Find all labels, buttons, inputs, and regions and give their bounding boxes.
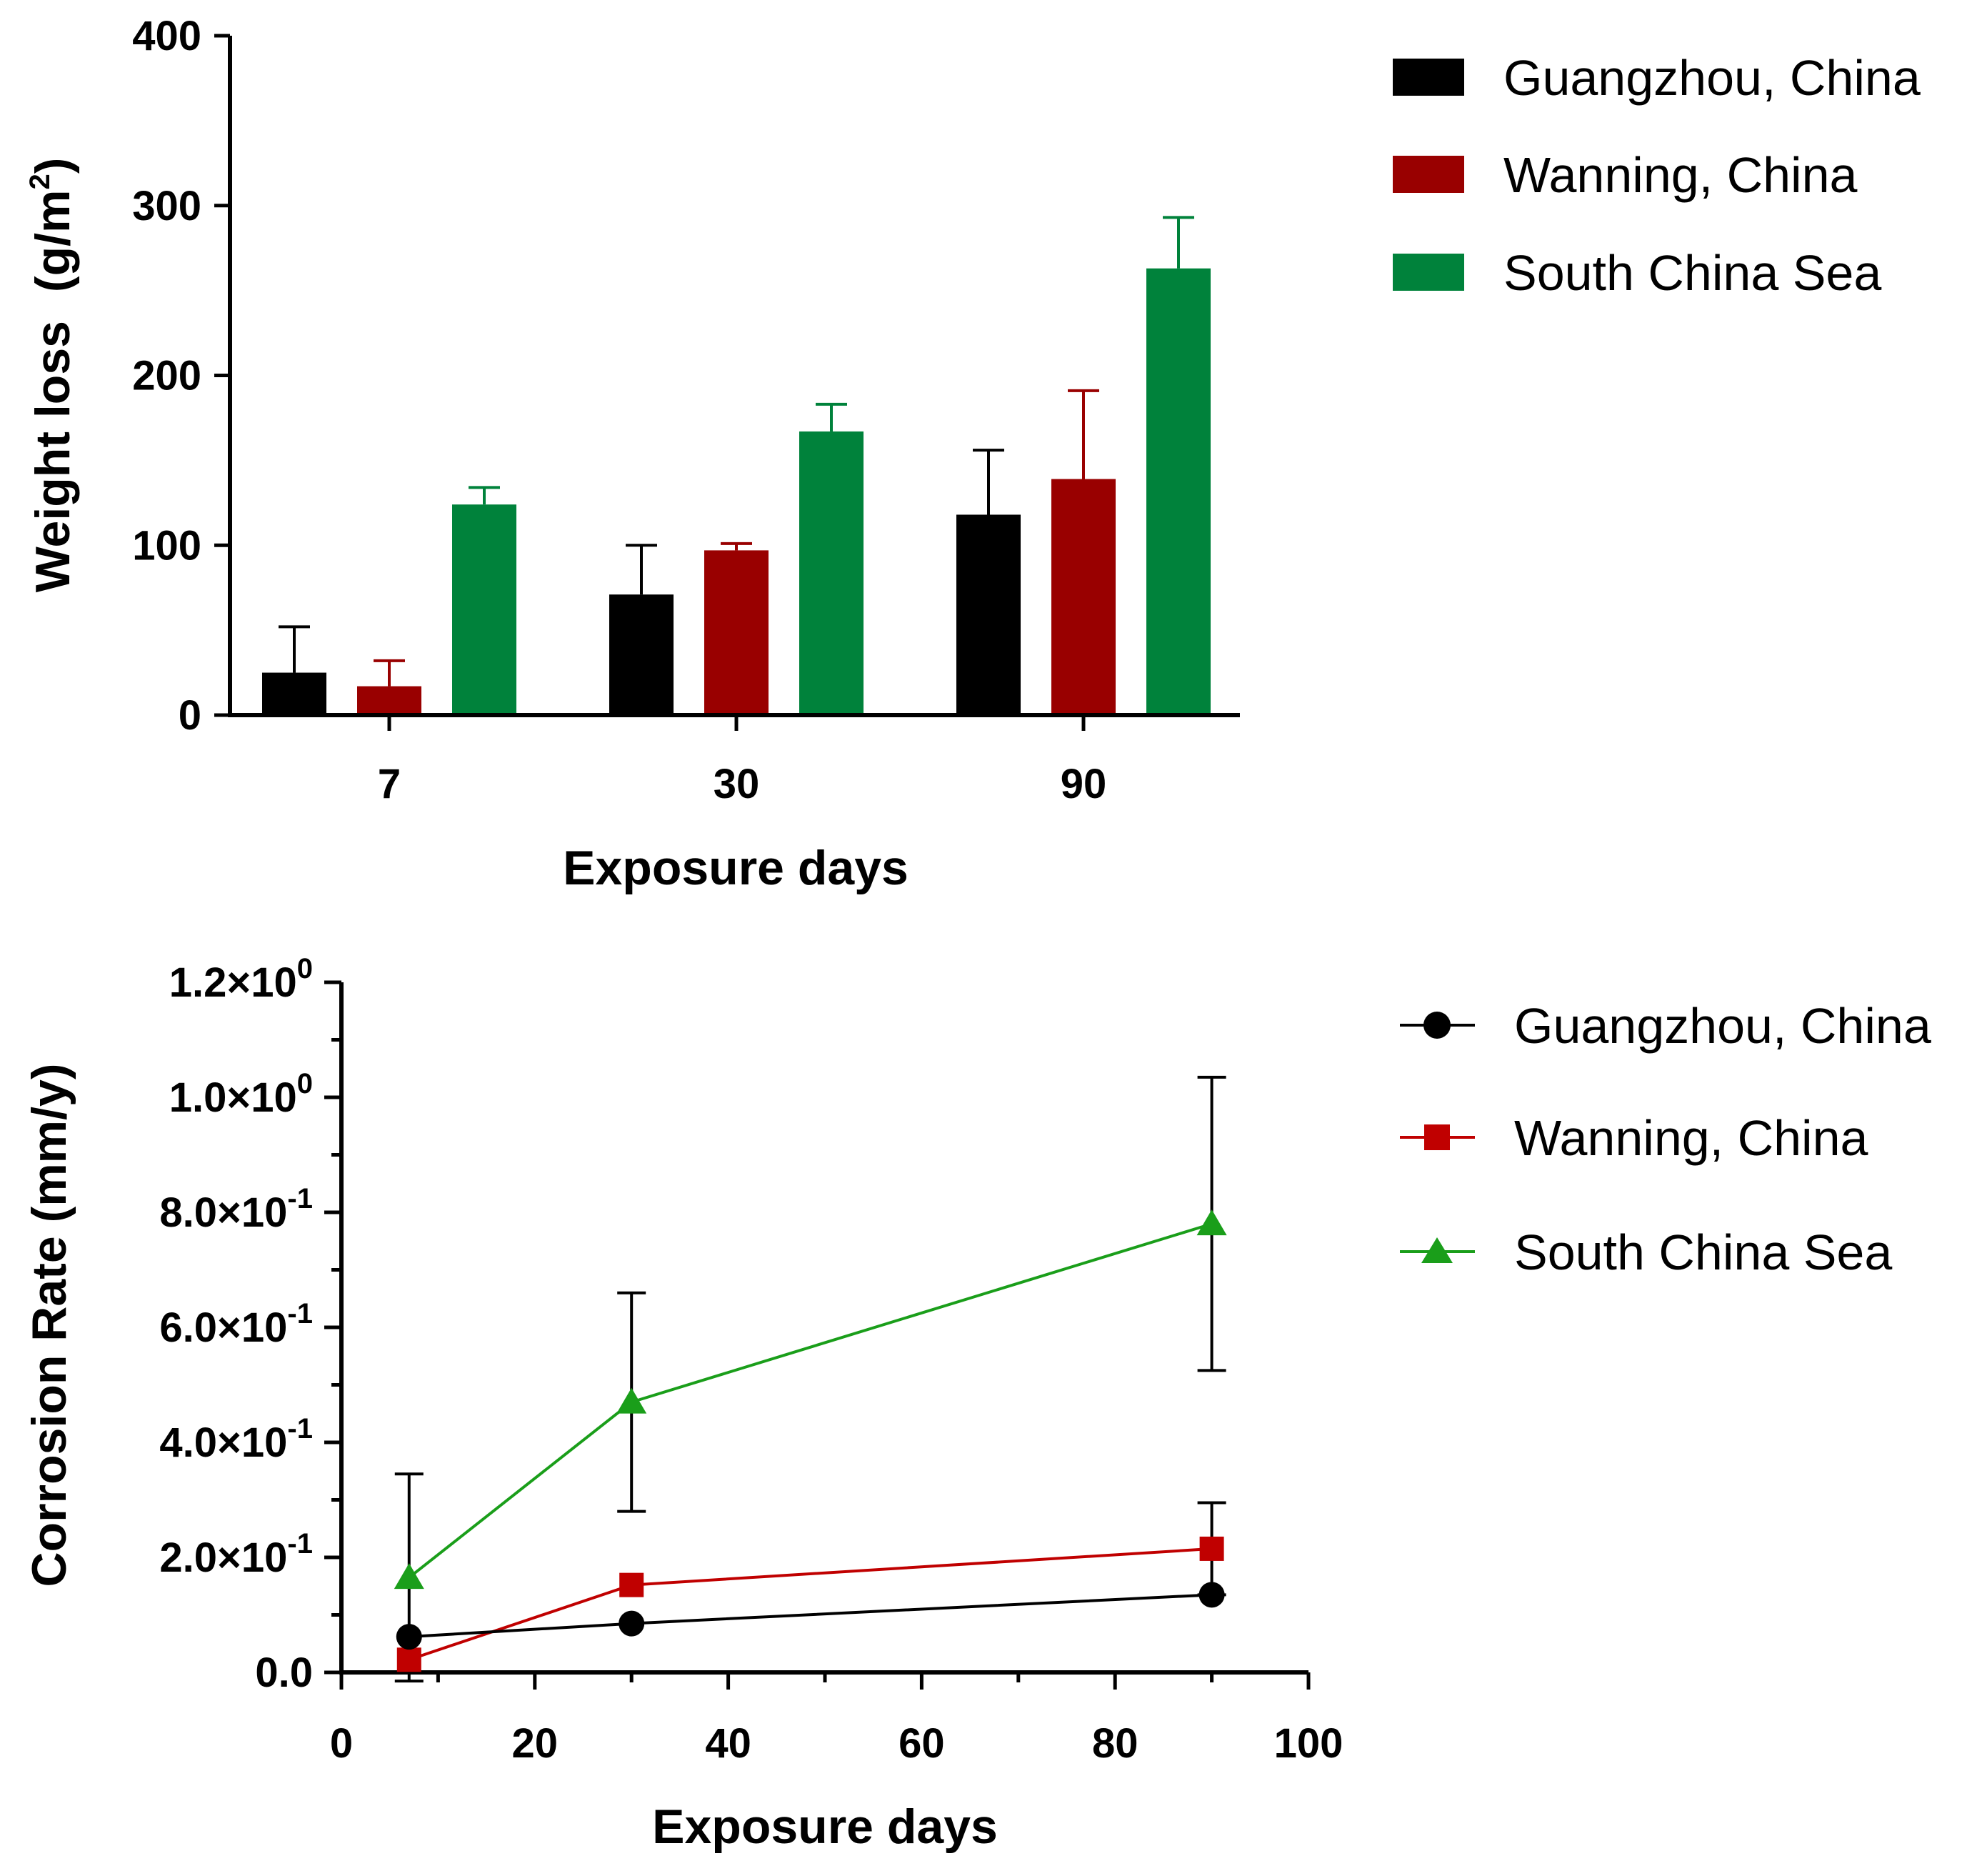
legend-label: South China Sea [1514,1224,1892,1280]
legend-item-south-china-sea: South China Sea [1400,1224,1892,1280]
circle-marker-icon [1423,1012,1451,1039]
y-tick-label: 0.0 [255,1650,313,1696]
data-point [1196,1209,1227,1236]
data-point [619,1572,644,1597]
series-line [409,1547,1212,1662]
y-axis-title: Weight loss (g/m2) [24,158,80,593]
y-tick-label: 200 [132,353,201,399]
series-circle [396,1582,1225,1650]
legend-swatch-wanning [1393,156,1464,193]
bar [704,550,769,715]
y-tick-label: 1.2×100 [169,953,313,1006]
bar [956,514,1021,715]
y-tick-label: 8.0×10-1 [159,1183,313,1236]
x-tick-label: 100 [1274,1720,1343,1767]
data-point [396,1624,422,1650]
bar [799,431,864,715]
bar [262,672,326,715]
x-tick-label: 90 [1061,761,1107,807]
bar [357,686,421,715]
data-point [619,1610,645,1637]
y-axis-unit: (g/m [26,190,80,293]
line-legend: Guangzhou, China Wanning, China South Ch… [1400,998,1931,1280]
y-axis-unit-sup: 2 [24,174,56,189]
y-tick-label: 1.0×100 [169,1068,313,1121]
legend-label: Guangzhou, China [1503,50,1921,106]
legend-item-south-china-sea: South China Sea [1393,245,1881,301]
y-axis-unit-close: ) [26,158,80,174]
data-point [1199,1536,1224,1561]
series-line [408,1222,1213,1579]
legend-swatch-south-china-sea [1393,254,1464,291]
y-tick-label: 400 [132,13,201,59]
legend-label: South China Sea [1503,245,1881,301]
weight-loss-chart: 0 100 200 300 400 7 30 90 Exposure days Weight… [24,13,1921,895]
data-point [1198,1582,1225,1608]
legend-label: Wanning, China [1503,147,1858,203]
y-axis-title: Corrosion Rate (mm/y) [22,1064,76,1587]
y-tick-label: 2.0×10-1 [159,1528,313,1581]
y-tick-label: 6.0×10-1 [159,1298,313,1351]
bar-legend: Guangzhou, China Wanning, China South Ch… [1393,50,1921,301]
corrosion-rate-chart: 0.0 2.0×10-1 4.0×10-1 6.0×10-1 8.0×10-1 1.0×1… [22,953,1931,1854]
y-ticks: 0.0 2.0×10-1 4.0×10-1 6.0×10-1 8.0×10-1 1.0×1… [159,953,341,1696]
triangle-marker-icon [1421,1237,1453,1263]
y-tick-label: 100 [132,522,201,569]
series-square [396,1501,1226,1672]
legend-item-wanning: Wanning, China [1393,147,1858,203]
x-tick-label: 30 [714,761,760,807]
legend-item-guangzhou: Guangzhou, China [1393,50,1921,106]
legend-label: Guangzhou, China [1514,998,1931,1054]
x-ticks: 0 20 40 60 80 100 [330,1672,1343,1767]
legend-item-wanning: Wanning, China [1400,1110,1868,1166]
x-ticks: 7 30 90 [378,715,1106,807]
data-point [616,1387,647,1414]
legend-swatch-guangzhou [1393,59,1464,96]
x-axis-title: Exposure days [652,1800,998,1854]
bar [1146,268,1211,715]
y-tick-label: 0 [179,692,201,739]
series-line [409,1593,1212,1639]
bar-marks [262,216,1211,715]
x-axis-title: Exposure days [563,841,909,895]
x-tick-label: 40 [705,1720,751,1767]
y-axis-label: Weight loss [26,321,80,592]
square-marker-icon [1424,1124,1450,1150]
y-tick-label: 300 [132,183,201,229]
legend-label: Wanning, China [1514,1110,1868,1166]
legend-item-guangzhou: Guangzhou, China [1400,998,1931,1054]
series-triangle [394,1075,1227,1683]
x-tick-label: 80 [1092,1720,1138,1767]
x-tick-label: 7 [378,761,401,807]
y-tick-label: 4.0×10-1 [159,1413,313,1466]
line-series [394,1075,1227,1683]
data-point [394,1563,424,1590]
bar [609,594,674,715]
y-ticks: 0 100 200 300 400 [132,13,230,739]
bar [1051,479,1116,715]
x-tick-label: 0 [330,1720,353,1767]
x-tick-label: 20 [512,1720,559,1767]
bar [452,504,516,715]
x-tick-label: 60 [899,1720,945,1767]
data-point [396,1647,421,1672]
